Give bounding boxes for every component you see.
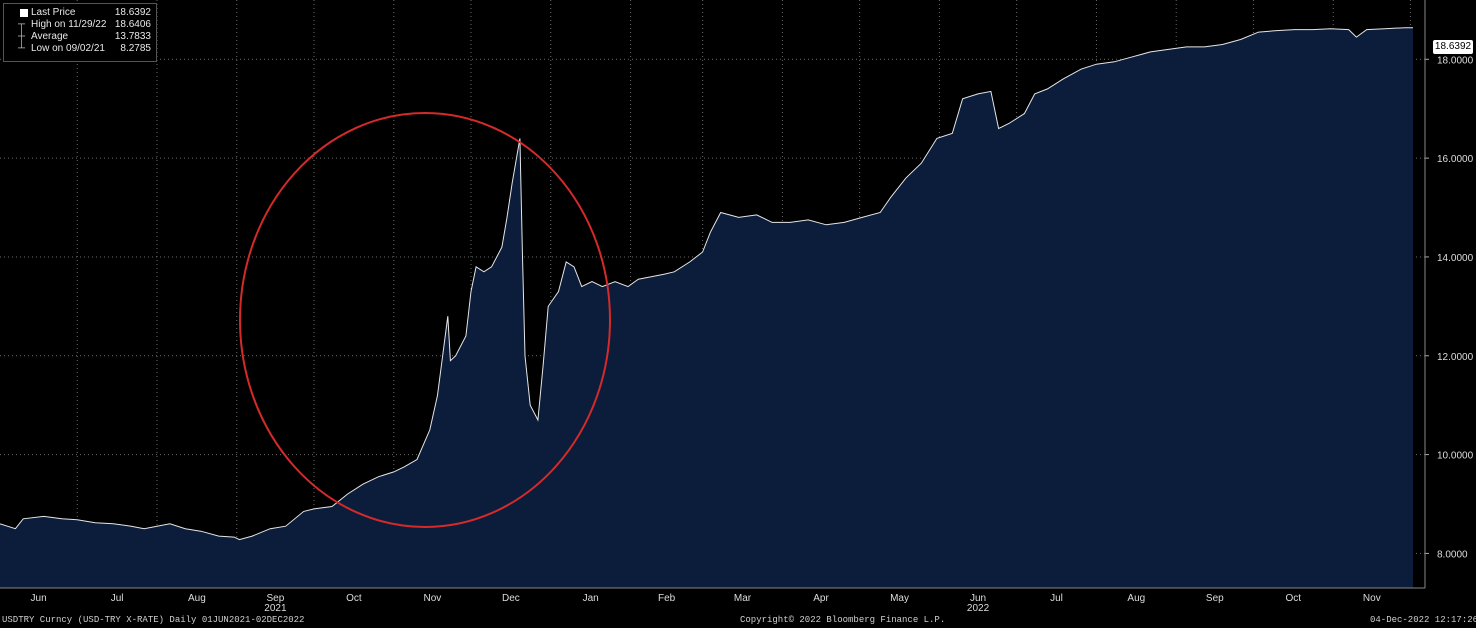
price-line — [0, 27, 1413, 541]
legend-label: Average — [31, 31, 69, 42]
x-tick-label: Apr — [813, 593, 829, 604]
y-tick-label: 12.0000 — [1437, 352, 1474, 363]
y-axis-labels: 8.0000 10.0000 12.0000 14.0000 16.0000 18.000… — [0, 0, 1474, 589]
legend: Last Price 18.6392 ┬ High on 11/29/22 18… — [3, 3, 157, 62]
x-tick-label: Aug — [188, 593, 206, 604]
x-tick-label: Oct — [346, 593, 362, 604]
y-tick-label: 16.0000 — [1437, 154, 1474, 165]
x-tick-label: Jan — [583, 593, 599, 604]
y-tick-label: 18.0000 — [1437, 55, 1474, 66]
y-tick-label: 10.0000 — [1437, 451, 1474, 462]
x-tick-label: Sep — [266, 593, 284, 604]
footer-copyright: Copyright© 2022 Bloomberg Finance L.P. — [740, 615, 946, 625]
x-axis-labels: Jun Jul Aug Sep Oct Nov Dec Jan Feb Mar Apr May Jun J… — [31, 593, 1381, 614]
x-tick-label: Dec — [502, 593, 520, 604]
x-tick-label: Sep — [1206, 593, 1224, 604]
legend-marker-icon: ┼ — [18, 31, 26, 42]
x-tick-label: Jul — [111, 593, 124, 604]
legend-marker-icon: ┴ — [18, 43, 26, 54]
price-area-fill — [0, 27, 1413, 588]
legend-value: 18.6406 — [114, 19, 151, 30]
y-tick-label: 14.0000 — [1437, 253, 1474, 264]
x-tick-label: Oct — [1286, 593, 1302, 604]
legend-label: Low on 09/02/21 — [31, 43, 105, 54]
legend-row-last-price: Last Price 18.6392 — [4, 7, 154, 19]
year-label: 2022 — [967, 603, 990, 614]
x-tick-label: Nov — [423, 593, 441, 604]
legend-marker-icon: ┬ — [18, 19, 26, 30]
highlight-circle — [239, 112, 611, 528]
footer-timestamp: 04-Dec-2022 12:17:26 — [1370, 615, 1476, 625]
legend-label: Last Price — [31, 7, 76, 18]
legend-row-high: ┬ High on 11/29/22 18.6406 — [4, 19, 154, 31]
x-tick-label: Mar — [734, 593, 752, 604]
legend-value: 8.2785 — [120, 43, 151, 54]
legend-label: High on 11/29/22 — [31, 19, 107, 30]
x-tick-label: Feb — [658, 593, 676, 604]
year-label: 2021 — [264, 603, 287, 614]
legend-row-low: ┴ Low on 09/02/21 8.2785 — [4, 43, 154, 55]
footer-security: USDTRY Curncy (USD-TRY X-RATE) Daily 01J… — [2, 615, 305, 625]
legend-row-average: ┼ Average 13.7833 — [4, 31, 154, 43]
y-tick-label: 8.0000 — [1437, 549, 1468, 560]
x-tick-label: Jun — [970, 593, 986, 604]
x-tick-label: Aug — [1127, 593, 1145, 604]
x-tick-label: Jun — [31, 593, 47, 604]
x-tick-label: Nov — [1363, 593, 1381, 604]
x-tick-label: May — [890, 593, 909, 604]
legend-value: 13.7833 — [114, 31, 151, 42]
legend-swatch-last-price — [20, 9, 28, 17]
x-tick-label: Jul — [1050, 593, 1063, 604]
legend-value: 18.6392 — [114, 7, 151, 18]
last-price-tag: 18.6392 — [1433, 40, 1473, 54]
